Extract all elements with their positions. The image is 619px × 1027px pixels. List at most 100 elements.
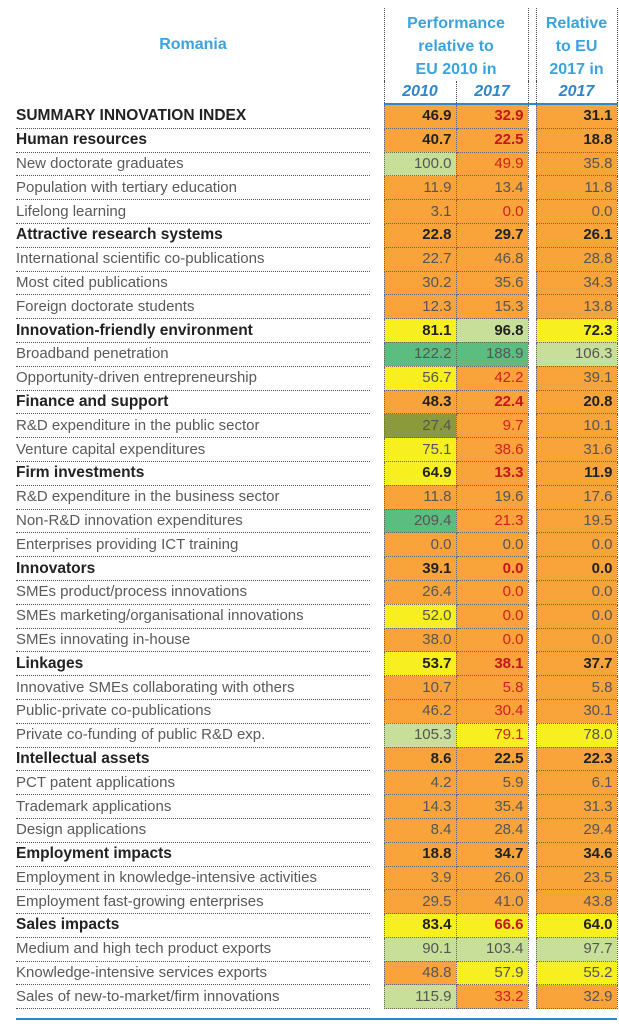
dimension-row: Finance and support 48.3 22.4 20.8 — [16, 390, 618, 415]
indicator-row: Medium and high tech product exports 90.1… — [16, 937, 618, 962]
value-relative-2017-cell: 72.3 — [535, 318, 618, 343]
value-2017-cell: 26.0 — [455, 866, 529, 891]
value-2010-cell: 11.9 — [383, 175, 457, 201]
value-relative-2017-cell: 97.7 — [535, 937, 618, 962]
value-2010-cell: 56.7 — [383, 366, 457, 391]
value-2017-cell: 0.0 — [455, 556, 529, 581]
scoreboard-table: Romania Performance relative to EU 2010 … — [16, 8, 618, 1010]
value-relative-2017-cell: 35.8 — [535, 152, 618, 177]
dimension-label: Linkages — [16, 651, 370, 677]
value-2010-cell: 3.9 — [383, 866, 457, 891]
indicator-label: Venture capital expenditures — [16, 437, 370, 462]
value-relative-2017-cell: 39.1 — [535, 366, 618, 391]
indicator-row: Knowledge-intensive services exports 48.8… — [16, 961, 618, 986]
value-relative-2017-cell: 5.8 — [535, 675, 618, 700]
value-relative-2017-cell: 55.2 — [535, 961, 618, 986]
value-2017-cell: 30.4 — [455, 699, 529, 724]
value-2010-cell: 46.2 — [383, 699, 457, 724]
value-relative-2017-cell: 6.1 — [535, 770, 618, 796]
value-relative-2017-cell: 23.5 — [535, 866, 618, 891]
value-2010-cell: 83.4 — [383, 913, 457, 938]
value-2017-cell: 38.1 — [455, 651, 529, 677]
indicator-row: Employment in knowledge-intensive activi… — [16, 866, 618, 891]
value-relative-2017-cell: 30.1 — [535, 699, 618, 724]
dimension-row: Human resources 40.7 22.5 18.8 — [16, 128, 618, 153]
group1-heading-line: EU 2010 in — [415, 61, 497, 78]
value-relative-2017-cell: 28.8 — [535, 247, 618, 272]
indicator-row: Private co-funding of public R&D exp. 105… — [16, 723, 618, 748]
indicator-label: Employment fast-growing enterprises — [16, 889, 370, 915]
indicator-row: SMEs marketing/organisational innovation… — [16, 604, 618, 629]
value-2010-cell: 8.6 — [383, 747, 457, 772]
indicator-label: R&D expenditure in the business sector — [16, 485, 370, 510]
indicator-row: R&D expenditure in the business sector 11… — [16, 485, 618, 510]
value-2017-cell: 0.0 — [455, 199, 529, 224]
dimension-label: Human resources — [16, 128, 370, 153]
value-relative-2017-cell: 31.1 — [535, 104, 618, 129]
indicator-label: Private co-funding of public R&D exp. — [16, 723, 370, 748]
value-relative-2017-cell: 31.3 — [535, 794, 618, 819]
indicator-label: Population with tertiary education — [16, 175, 370, 201]
dimension-row: Firm investments 64.9 13.3 11.9 — [16, 461, 618, 486]
value-2010-cell: 22.7 — [383, 247, 457, 272]
value-2010-cell: 4.2 — [383, 770, 457, 796]
value-2017-cell: 35.4 — [455, 794, 529, 819]
value-2017-cell: 22.5 — [455, 128, 529, 153]
indicator-label: Trademark applications — [16, 794, 370, 819]
value-2010-cell: 38.0 — [383, 628, 457, 653]
group1-heading: Performance relative to EU 2010 in — [383, 8, 529, 81]
value-2010-cell: 75.1 — [383, 437, 457, 462]
value-relative-2017-cell: 13.8 — [535, 294, 618, 320]
value-2010-cell: 209.4 — [383, 509, 457, 534]
value-2010-cell: 10.7 — [383, 675, 457, 700]
value-relative-2017-cell: 0.0 — [535, 604, 618, 629]
value-2010-cell: 53.7 — [383, 651, 457, 677]
value-relative-2017-cell: 34.3 — [535, 271, 618, 296]
dimension-label: Intellectual assets — [16, 747, 370, 772]
year-heading-2017: 2017 — [455, 81, 529, 105]
indicator-row: Venture capital expenditures 75.1 38.6 31.6 — [16, 437, 618, 462]
value-2017-cell: 103.4 — [455, 937, 529, 962]
indicator-row: Broadband penetration 122.2 188.9 106.3 — [16, 342, 618, 367]
value-2017-cell: 0.0 — [455, 532, 529, 558]
indicator-row: New doctorate graduates 100.0 49.9 35.8 — [16, 152, 618, 177]
indicator-row: Opportunity-driven entrepreneurship 56.7 4… — [16, 366, 618, 391]
value-relative-2017-cell: 0.0 — [535, 199, 618, 224]
value-2010-cell: 12.3 — [383, 294, 457, 320]
header-year-row: 2010 2017 2017 — [16, 81, 618, 105]
value-2010-cell: 26.4 — [383, 580, 457, 605]
indicator-row: Non-R&D innovation expenditures 209.4 21.3… — [16, 509, 618, 534]
dimension-row: SUMMARY INNOVATION INDEX 46.9 32.9 31.1 — [16, 104, 618, 129]
year-heading-2017-relative: 2017 — [535, 81, 618, 105]
value-2017-cell: 13.3 — [455, 461, 529, 486]
value-2017-cell: 46.8 — [455, 247, 529, 272]
dimension-row: Sales impacts 83.4 66.6 64.0 — [16, 913, 618, 938]
value-relative-2017-cell: 18.8 — [535, 128, 618, 153]
value-2017-cell: 96.8 — [455, 318, 529, 343]
value-2017-cell: 15.3 — [455, 294, 529, 320]
indicator-label: Employment in knowledge-intensive activi… — [16, 866, 370, 891]
indicator-label: New doctorate graduates — [16, 152, 370, 177]
indicator-row: R&D expenditure in the public sector 27.4… — [16, 413, 618, 439]
indicator-row: Employment fast-growing enterprises 29.5 4… — [16, 889, 618, 915]
group1-heading-line: Performance — [407, 15, 505, 32]
value-relative-2017-cell: 29.4 — [535, 818, 618, 843]
value-2010-cell: 46.9 — [383, 104, 457, 129]
indicator-label: R&D expenditure in the public sector — [16, 413, 370, 439]
indicator-label: Medium and high tech product exports — [16, 937, 370, 962]
value-relative-2017-cell: 11.9 — [535, 461, 618, 486]
indicator-label: Broadband penetration — [16, 342, 370, 367]
value-2010-cell: 8.4 — [383, 818, 457, 843]
value-2017-cell: 22.5 — [455, 747, 529, 772]
value-2017-cell: 5.9 — [455, 770, 529, 796]
indicator-label: Most cited publications — [16, 271, 370, 296]
indicator-row: SMEs innovating in-house 38.0 0.0 0.0 — [16, 628, 618, 653]
value-2017-cell: 41.0 — [455, 889, 529, 915]
group2-heading: Relative to EU 2017 in — [535, 8, 618, 81]
indicator-row: Trademark applications 14.3 35.4 31.3 — [16, 794, 618, 819]
indicator-label: Enterprises providing ICT training — [16, 532, 370, 558]
value-2010-cell: 11.8 — [383, 485, 457, 510]
dimension-row: Linkages 53.7 38.1 37.7 — [16, 651, 618, 677]
indicator-rows: SUMMARY INNOVATION INDEX 46.9 32.9 31.1 Huma… — [16, 104, 618, 1010]
group2-heading-line: 2017 in — [549, 61, 604, 78]
